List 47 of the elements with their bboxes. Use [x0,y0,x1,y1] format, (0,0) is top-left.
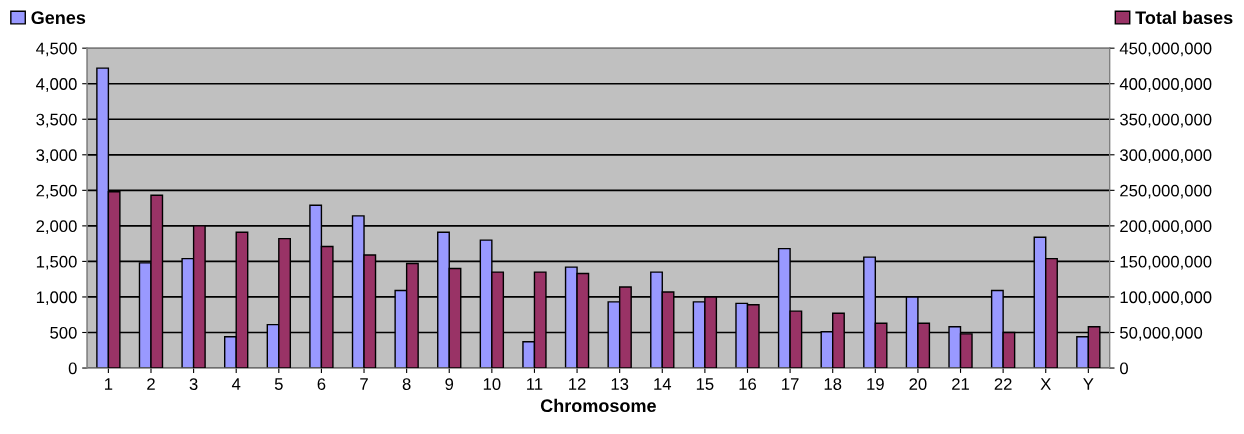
x-tick-label: 1 [105,378,113,390]
x-tick-label: 2 [147,378,155,390]
x-tick-label: 5 [274,378,283,390]
x-tick-label: 18 [824,378,842,390]
x-tick-label: 7 [360,378,368,390]
y-tick-label: 4,000 [36,78,77,92]
x-tick-label: 17 [782,378,799,390]
x-tick-label: X [1040,378,1051,390]
y-tick-label: 2,000 [36,220,77,235]
x-tick-label: 3 [189,378,198,390]
y-tick-label: 1,500 [36,255,77,270]
y2-tick-label: 300,000,000 [1120,149,1212,163]
x-tick-label: 8 [402,378,411,390]
y2-tick-label: 200,000,000 [1120,220,1212,235]
y-tick-label: 4,500 [36,42,77,57]
x-tick-label: 12 [569,378,586,390]
x-axis-title: Chromosome [540,398,656,413]
y-tick-label: 3,000 [36,149,77,163]
x-tick-label: 21 [952,378,969,390]
x-tick-label: 4 [231,378,241,390]
x-tick-label: 13 [611,378,629,390]
legend-label: Genes [31,11,86,25]
x-tick-label: 22 [994,378,1012,390]
x-tick-label: 19 [867,378,884,390]
y2-tick-label: 350,000,000 [1120,113,1212,128]
legend-label: Total bases [1135,10,1233,25]
x-tick-label: 9 [445,378,454,390]
y2-tick-label: 0 [1120,362,1128,375]
y2-tick-label: 400,000,000 [1119,78,1212,92]
y2-tick-label: 50,000,000 [1120,326,1203,341]
y-tick-label: 3,500 [36,113,77,128]
y-tick-label: 1,000 [36,291,77,306]
y-tick-label: 500 [50,326,77,339]
x-tick-label: 6 [317,378,326,390]
y-tick-label: 0 [68,362,77,375]
y2-tick-label: 250,000,000 [1120,184,1212,199]
x-tick-label: 20 [909,378,927,390]
y2-tick-label: 100,000,000 [1120,291,1212,306]
x-tick-label: 15 [696,378,714,390]
y-tick-label: 2,500 [36,184,77,199]
y2-tick-label: 150,000,000 [1120,255,1212,270]
y2-tick-label: 450,000,000 [1119,42,1212,57]
x-tick-label: 14 [654,378,672,390]
x-tick-label: 11 [527,378,543,390]
x-tick-label: 10 [483,378,501,390]
x-tick-label: Y [1083,378,1094,390]
x-tick-label: 16 [739,378,757,390]
